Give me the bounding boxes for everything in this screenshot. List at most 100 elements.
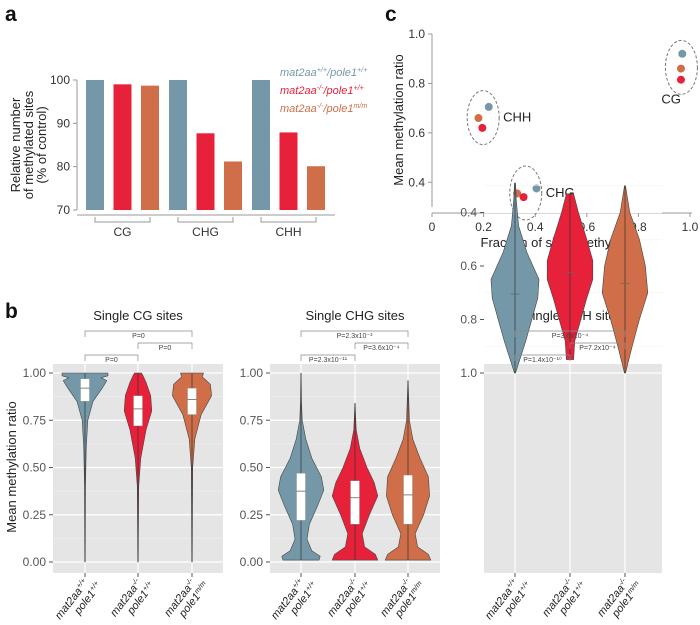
box [403,474,413,525]
x-tick-label: mat2aa+/+pole1+/+ [53,577,101,622]
bar-CHH-genotype-2 [307,166,325,210]
panel-label-b: b [5,300,18,323]
bar-CG-genotype-1 [113,84,132,210]
allele: m/m [193,579,208,595]
legend-entry-sup1: -/- [317,102,324,110]
y-tick-label: 0.50 [240,461,264,475]
significance-bracket [137,342,193,349]
legend-entry-gene1: mat2aa [280,103,317,115]
p-value-label: P=0 [132,333,145,340]
bar-CHG-genotype-1 [196,133,215,210]
p-value-label: P=7.2x10⁻⁴ [579,345,615,352]
y-axis-title: Relative number [8,97,23,192]
y-tick-label: 0.50 [23,461,47,475]
significance-bracket [569,342,626,349]
bar-CHG-genotype-0 [169,80,187,210]
y-tick-label: 0.6 [408,126,425,140]
allele: -/- [184,576,195,587]
x-tick-label: mat2aa-/-pole1m/m [595,576,641,620]
bar-CHG-genotype-2 [224,161,242,210]
allele: -/- [347,576,358,587]
cluster-label: CG [661,91,681,106]
legend-entry-sep: / [322,103,327,115]
legend-entry-gene2: pole1 [326,103,354,115]
x-tick-label: mat2aa+/+pole1+/+ [269,577,317,622]
cluster-ellipse-CHH [466,90,500,146]
bar-CG-genotype-0 [86,80,104,210]
point-CHH-genotype-0 [484,102,493,111]
x-tick-label: mat2aa+/+pole1+/+ [483,577,531,622]
p-value-label: P=0 [159,345,172,352]
legend-entry: mat2aa-/-/pole1m/m [280,102,367,115]
box [187,387,197,415]
allele: -/- [562,576,573,587]
y-tick-label: 0.00 [240,555,264,569]
point-CHH-genotype-2 [474,114,483,123]
allele: m/m [626,579,641,595]
point-CG-genotype-0 [678,49,687,58]
y-tick-label: 1.0 [460,366,477,380]
cluster-ellipse-CHG [509,165,543,221]
legend-entry-sup1: +/+ [317,66,327,74]
legend-entry-sep: / [322,85,327,97]
y-tick-label: 0.8 [460,313,477,327]
y-tick-label: 90 [57,116,71,130]
allele: m/m [409,579,424,595]
y-tick-label: 80 [57,160,71,174]
x-tick-label: mat2aa-/-pole1+/+ [325,576,370,619]
violin-facet-0: 0.00 0.25 0.50 0.75 1.00 Single CG sites mat2a… [23,308,223,622]
allele: -/- [400,576,411,587]
y-tick-label: 0.6 [460,259,477,273]
x-tick-label: 0.4 [527,220,544,234]
point-CHG-genotype-0 [532,184,541,193]
y-axis-title: (% of control) [34,106,49,183]
box [133,395,143,427]
p-value-label: P=2.3x10⁻³ [337,333,373,340]
x-tick-label: mat2aa-/-pole1m/m [378,576,424,620]
y-tick-label: 1.00 [23,366,47,380]
x-tick-label: 1.0 [682,220,699,234]
legend-entry: mat2aa+/+/pole1+/+ [280,66,367,79]
plot-background [484,364,662,573]
violin-facet-1: 0.00 0.25 0.50 0.75 1.00 Single CHG sites mat2… [240,308,440,622]
y-tick-label: 0.75 [23,413,47,427]
significance-bracket [514,354,571,361]
category-bracket [94,217,151,223]
legend-entry: mat2aa-/-/pole1+/+ [280,84,364,97]
y-axis-title: Mean methylation ratio [4,401,19,533]
y-tick-label: 0.00 [23,555,47,569]
p-value-label: P=3.6x10⁻⁴ [363,345,399,352]
x-tick-label: mat2aa-/-pole1+/+ [540,576,585,619]
y-tick-label: 70 [57,203,71,217]
cluster-label: CHH [503,110,531,125]
point-CG-genotype-2 [676,64,685,73]
legend-entry-sup1: -/- [317,84,324,92]
cluster-ellipse-CG [664,39,698,95]
panel-label-a: a [5,3,17,26]
facet-title: Single CHG sites [306,308,405,323]
bar-CHH-genotype-0 [252,80,270,210]
y-tick-label: 0.75 [240,413,264,427]
x-tick-label: 0 [429,220,436,234]
p-value-label: P=3.6x10⁻⁴ [552,333,588,340]
category-bracket [260,217,317,223]
legend-entry-gene1: mat2aa [280,85,317,97]
y-tick-label: 0.8 [408,76,425,90]
box [80,378,90,402]
point-CG-genotype-1 [676,75,685,84]
y-tick-label: 0.4 [460,206,477,220]
x-tick-label: mat2aa-/-pole1+/+ [108,576,153,619]
box [350,480,360,525]
significance-bracket [300,354,356,361]
point-CHH-genotype-1 [478,123,487,132]
y-tick-label: 0.4 [408,175,425,189]
category-label: CHH [276,225,302,239]
legend-entry-sup2: +/+ [357,66,367,74]
y-tick-label: 100 [50,73,70,87]
allele: -/- [617,576,628,587]
bar-CHH-genotype-1 [279,132,298,210]
box [296,472,306,521]
p-value-label: P=0 [105,357,118,364]
